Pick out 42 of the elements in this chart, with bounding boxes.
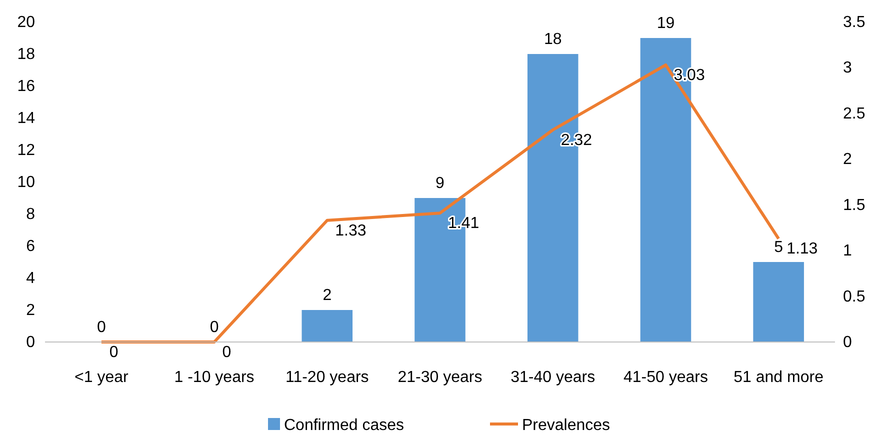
y2-tick-label: 3.5	[843, 14, 866, 31]
y-tick-label: 6	[26, 238, 36, 255]
y-tick-label: 10	[17, 174, 36, 191]
y2-tick-label: 0	[843, 334, 852, 351]
y2-tick-label: 0.5	[843, 288, 866, 306]
legend-label: Prevalences	[522, 417, 610, 434]
data-label: 1.13	[786, 240, 818, 258]
data-label: 9	[436, 175, 445, 192]
x-tick-label: 31-40 years	[510, 369, 596, 386]
line-series	[100, 63, 780, 344]
data-label: 5	[774, 239, 784, 256]
x-tick-label: 11-20 years	[285, 369, 369, 386]
data-label: 0	[109, 344, 118, 361]
x-tick-label: 1 -10 years	[174, 369, 254, 386]
data-label: 2	[322, 287, 332, 304]
y-tick-label: 14	[17, 110, 36, 127]
y-tick-label: 0	[26, 334, 36, 351]
bar	[753, 262, 804, 342]
y-tick-label: 18	[17, 46, 36, 63]
y2-tick-label: 3	[843, 60, 852, 77]
data-label: 1.33	[335, 222, 366, 240]
y-tick-label: 2	[26, 302, 36, 319]
y-tick-label: 16	[17, 78, 36, 95]
data-label: 0	[96, 319, 106, 336]
legend-label: Confirmed cases	[284, 417, 404, 434]
x-tick-label: 41-50 years	[623, 369, 708, 386]
y-tick-label: 8	[26, 206, 36, 223]
y-tick-label: 4	[26, 270, 36, 287]
data-label: 0	[210, 319, 219, 336]
y2-tick-label: 1.5	[843, 196, 866, 214]
data-label: 19	[656, 15, 675, 32]
data-label: 0	[222, 344, 232, 361]
y-tick-label: 12	[17, 142, 36, 159]
y2-tick-label: 1	[843, 242, 852, 260]
x-tick-label: <1 year	[74, 369, 130, 386]
y2-tick-label: 2.5	[843, 105, 866, 122]
y2-tick-label: 2	[843, 151, 852, 168]
bar	[302, 310, 353, 342]
y-tick-label: 20	[17, 14, 36, 31]
x-tick-label: 21-30 years	[398, 369, 482, 386]
data-label: 18	[544, 31, 562, 48]
x-tick-label: 51 and more	[734, 369, 824, 386]
